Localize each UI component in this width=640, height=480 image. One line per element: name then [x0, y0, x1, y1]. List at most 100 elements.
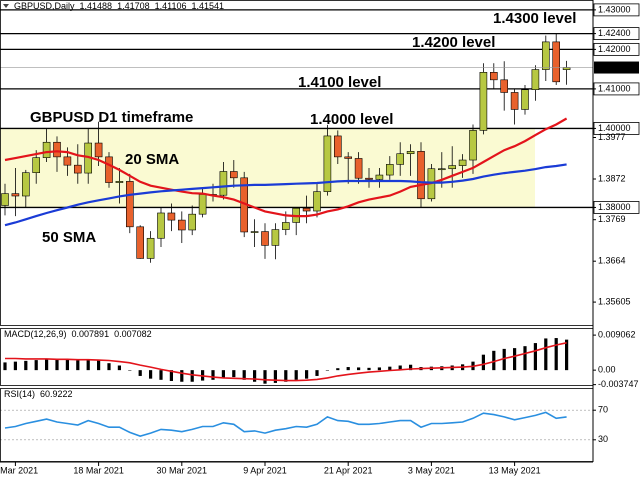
y-tick-label: 1.3769 [598, 214, 626, 224]
y-tick-label: 1.40000 [598, 123, 631, 133]
candle-body [521, 89, 529, 110]
candle-body [448, 165, 457, 170]
macd-bar [253, 370, 257, 382]
candle-body [302, 207, 311, 212]
series-label: 50 SMA [42, 229, 96, 246]
level-tag [593, 82, 640, 96]
candle-body [323, 135, 332, 192]
macd-bar [13, 361, 17, 371]
macd-bar [409, 364, 413, 371]
macd-bar [533, 343, 537, 371]
level-tag [593, 27, 640, 40]
macd-bar [544, 338, 548, 371]
y-tick-label: 1.42000 [598, 44, 631, 54]
candle-body [375, 174, 384, 180]
candle-body [396, 153, 405, 165]
candle-body [562, 67, 571, 70]
macd-bar [554, 338, 558, 371]
candle-body [146, 237, 155, 259]
y-tick-label: 0.009062 [598, 329, 636, 339]
candle-body [458, 159, 467, 166]
signal-line [5, 342, 567, 382]
x-tick-label: 21 Apr 2021 [324, 465, 373, 475]
macd-bar [107, 363, 111, 371]
macd-bar [523, 346, 527, 371]
y-tick-label: 1.43000 [598, 4, 631, 14]
macd-bar [367, 367, 371, 371]
level-tag [593, 42, 640, 56]
y-tick-label: 30 [598, 434, 608, 444]
macd-bar [357, 367, 361, 371]
macd-bar [315, 370, 319, 376]
series-label: 20 SMA [125, 151, 179, 168]
candle-body [385, 164, 394, 176]
macd-bar [221, 370, 225, 378]
y-tick-label: -0.003747 [598, 379, 639, 389]
macd-bar [149, 370, 153, 379]
candle-body [531, 69, 540, 90]
rsi-line [4, 411, 567, 437]
macd-bar [294, 370, 298, 380]
candle-body [417, 151, 425, 200]
candle-body [219, 171, 228, 196]
candle-body [489, 72, 498, 81]
candle-body [63, 156, 72, 166]
x-tick-label: 3 May 2021 [408, 465, 455, 475]
header-part: 1.41488 [80, 1, 113, 11]
macd-bar [273, 370, 277, 383]
macd-bar [34, 360, 38, 371]
header-part: RSI(14) [4, 389, 35, 399]
macd-bar [86, 360, 90, 371]
candle-body [406, 151, 415, 155]
candle-body [552, 41, 561, 83]
macd-bar [284, 370, 288, 382]
candle-body [115, 181, 124, 183]
macd-bar [232, 370, 236, 378]
macd-bar [128, 370, 132, 371]
macd-bar [180, 370, 184, 382]
candle-body [74, 164, 82, 174]
macd-bar [481, 354, 485, 371]
macd-bar [3, 362, 7, 371]
candle-body [53, 141, 61, 158]
macd-bar [45, 359, 49, 371]
macd-bar [263, 370, 267, 384]
sma-line [4, 163, 567, 227]
header-part: 0.007891 [72, 329, 110, 339]
annotation: 1.4200 level [412, 34, 495, 51]
candle-body [313, 191, 321, 212]
macd-bar [377, 367, 381, 371]
candle-body [126, 181, 134, 228]
annotation: 1.4300 level [493, 10, 576, 27]
candle-body [250, 231, 259, 233]
candle-body [333, 135, 342, 158]
panel-header: GBPUSD,Daily 1.41488 1.41708 1.41106 1.41541 [14, 1, 224, 11]
macd-bar [242, 370, 246, 380]
candle-body [365, 177, 373, 180]
candle-body [510, 92, 519, 110]
y-tick-label: 1.38000 [598, 202, 631, 212]
panel-header: MACD(12,26,9) 0.007891 0.007082 [4, 329, 152, 339]
candle-body [42, 141, 51, 158]
x-tick-label: 9 Apr 2021 [243, 465, 287, 475]
candle-body [469, 130, 477, 161]
candle-body [32, 157, 41, 173]
candle-body [281, 222, 290, 230]
level-tag [593, 3, 640, 17]
header-part: 1.41106 [155, 1, 187, 11]
y-tick-label: 1.41000 [598, 83, 631, 93]
sma-line [4, 117, 568, 218]
macd-bar [398, 365, 402, 371]
candle-body [198, 194, 207, 215]
macd-bar [492, 350, 496, 371]
x-tick-label: 18 Mar 2021 [73, 465, 124, 475]
macd-bar [211, 370, 215, 380]
candle-body [136, 226, 144, 259]
candle-body [354, 158, 363, 179]
panel-header: RSI(14) 60.9222 [4, 389, 73, 399]
macd-bar [346, 367, 350, 371]
macd-bar [565, 339, 569, 371]
last-price-label: 1.41541 [598, 62, 631, 72]
header-part: 0.007082 [114, 329, 152, 339]
y-tick-label: 1.42400 [598, 28, 631, 38]
